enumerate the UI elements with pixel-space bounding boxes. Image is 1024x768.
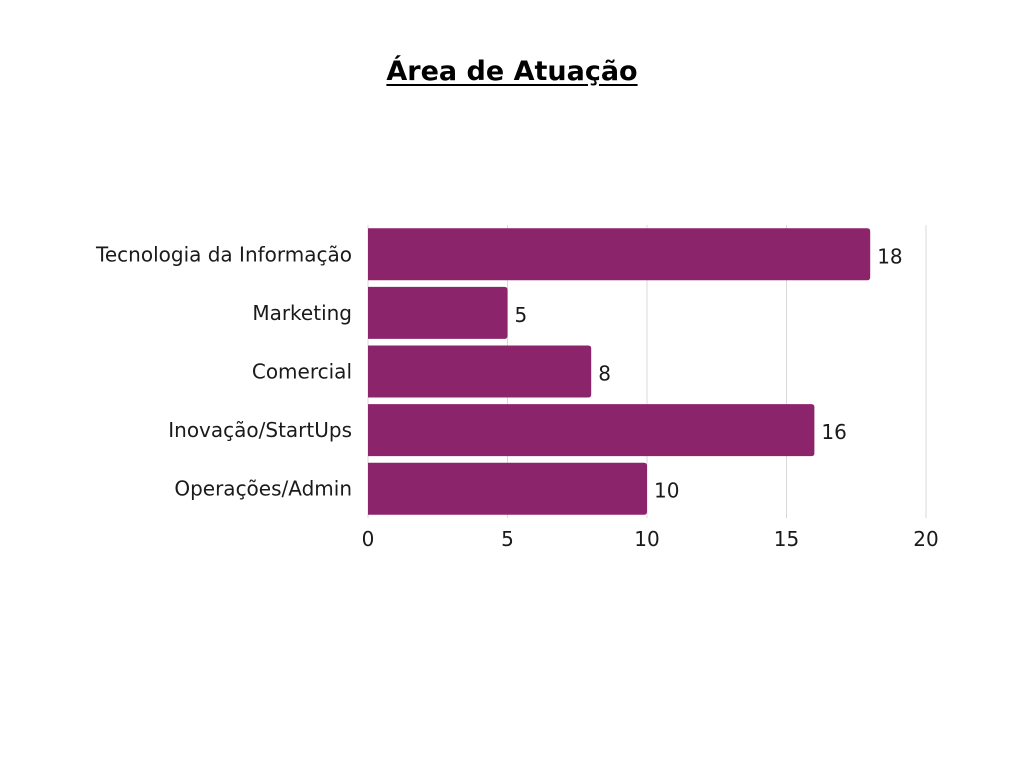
bar <box>368 462 647 515</box>
bar <box>368 345 592 398</box>
category-label: Comercial <box>252 360 352 384</box>
chart-title: Área de Atuação <box>386 56 638 87</box>
data-label: 16 <box>821 420 846 444</box>
category-label: Tecnologia da Informação <box>95 242 352 266</box>
bar <box>368 286 508 339</box>
data-label: 10 <box>654 479 679 503</box>
bar <box>368 228 871 281</box>
bar <box>368 404 815 457</box>
x-tick-label: 15 <box>774 527 799 551</box>
category-label: Operações/Admin <box>174 477 352 501</box>
x-tick-label: 10 <box>634 527 659 551</box>
x-tick-label: 20 <box>913 527 938 551</box>
category-label: Marketing <box>252 301 352 325</box>
value-labels: 18 5 8 16 10 <box>515 244 903 502</box>
x-tick-label: 5 <box>501 527 514 551</box>
x-tick-label: 0 <box>362 527 375 551</box>
data-label: 8 <box>598 362 611 386</box>
data-label: 18 <box>877 244 902 268</box>
category-labels: Tecnologia da Informação Marketing Comerci… <box>95 242 352 500</box>
x-axis-ticks: 0 5 10 15 20 <box>362 527 939 551</box>
data-label: 5 <box>515 303 528 327</box>
category-label: Inovação/StartUps <box>168 418 352 442</box>
bars <box>368 228 871 515</box>
